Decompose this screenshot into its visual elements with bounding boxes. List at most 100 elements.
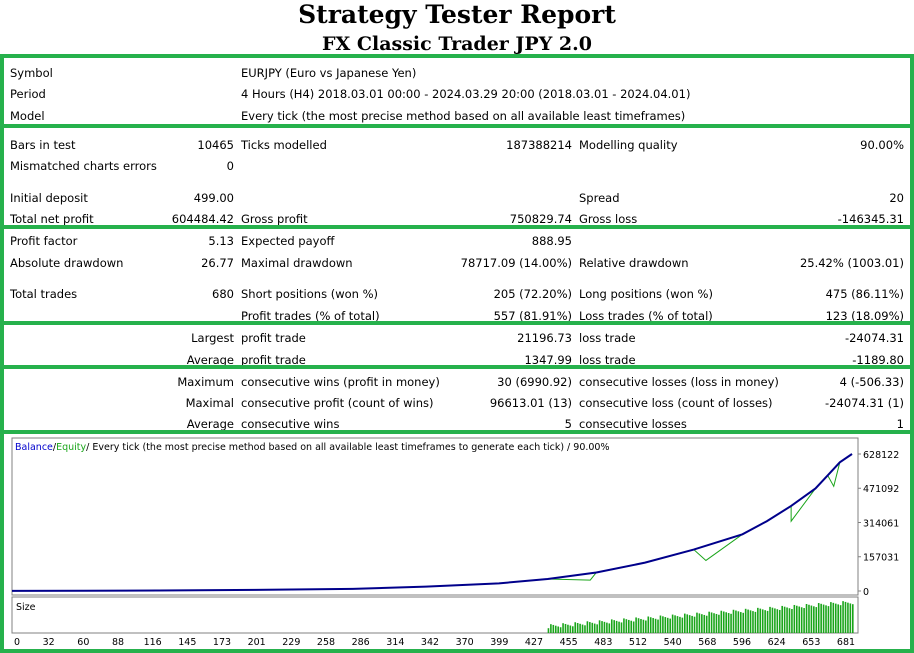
reldd-label: Relative drawdown — [579, 256, 689, 270]
balance-chart: Balance / Equity / Every tick (the most … — [4, 434, 910, 649]
size-bar — [769, 606, 771, 633]
trades-label: Total trades — [10, 287, 78, 301]
x-tick-label: 512 — [629, 637, 647, 648]
info-section: Symbol EURJPY (Euro vs Japanese Yen) Per… — [0, 54, 914, 128]
report-subtitle: FX Classic Trader JPY 2.0 — [322, 33, 592, 55]
size-bar — [788, 608, 791, 633]
series-lines — [11, 453, 853, 592]
average-loss-value: -1189.80 — [852, 353, 904, 367]
size-bar — [649, 617, 652, 633]
symbol-value: EURJPY (Euro vs Japanese Yen) — [241, 66, 417, 80]
size-bar — [817, 603, 820, 633]
size-bar — [640, 618, 642, 633]
largest-label: Largest — [191, 331, 234, 345]
cw-value: 30 (6990.92) — [497, 375, 572, 389]
average-profit-label: profit trade — [241, 353, 306, 367]
maxdd-label: Maximal drawdown — [241, 256, 353, 270]
spread-value: 20 — [889, 191, 904, 205]
report-title: Strategy Tester Report — [298, 0, 616, 29]
size-bar — [662, 616, 664, 633]
size-bar — [747, 609, 749, 633]
size-bar — [652, 618, 654, 633]
size-bar — [696, 612, 698, 633]
y-tick-label: 0 — [863, 587, 869, 598]
legend-separator: / — [53, 442, 57, 453]
size-bar — [744, 608, 747, 633]
model-value: Every tick (the most precise method base… — [241, 109, 686, 123]
ticks-value: 187388214 — [506, 138, 572, 152]
closs-label: consecutive loss (count of losses) — [579, 396, 773, 410]
size-bar — [793, 604, 796, 633]
size-bar — [591, 622, 594, 633]
size-bar — [798, 606, 801, 633]
y-axis: 628122 471092 314061 157031 0 — [858, 450, 899, 598]
ep-value: 888.95 — [531, 234, 572, 248]
size-bar — [783, 606, 786, 633]
size-bar — [722, 611, 725, 633]
size-bar — [666, 617, 669, 633]
y-tick-label: 157031 — [863, 553, 899, 564]
long-label: Long positions (won %) — [579, 287, 713, 301]
x-tick-label: 201 — [248, 637, 266, 648]
size-bar — [581, 624, 584, 633]
size-bar — [552, 624, 555, 633]
size-bar — [834, 603, 837, 633]
netprofit-value: 604484.42 — [171, 212, 234, 226]
average-label: Average — [186, 353, 234, 367]
size-bar — [718, 614, 720, 633]
x-tick-label: 681 — [837, 637, 855, 648]
size-bar — [657, 619, 659, 633]
size-bar — [574, 622, 577, 633]
size-bar — [584, 625, 586, 633]
grossloss-value: -146345.31 — [837, 212, 904, 226]
x-tick-label: 314 — [386, 637, 404, 648]
size-bar — [732, 609, 735, 633]
acl-value: 1 — [896, 417, 904, 431]
pf-value: 5.13 — [208, 234, 234, 248]
size-bar — [842, 601, 844, 633]
cl-value: 4 (-506.33) — [839, 375, 904, 389]
quality-label: Modelling quality — [579, 138, 678, 152]
x-tick-label: 60 — [77, 637, 89, 648]
short-label: Short positions (won %) — [241, 287, 379, 301]
size-bar — [708, 611, 710, 633]
maxdd-value: 78717.09 (14.00%) — [460, 256, 572, 270]
y-tick-label: 314061 — [863, 519, 899, 530]
size-bar — [740, 612, 742, 633]
size-bar — [844, 601, 847, 633]
size-bar — [837, 604, 839, 633]
size-bar — [830, 602, 832, 633]
x-tick-label: 653 — [802, 637, 820, 648]
size-bar — [720, 610, 723, 633]
netprofit-label: Total net profit — [10, 212, 94, 226]
size-bar — [822, 604, 825, 633]
x-tick-label: 568 — [698, 637, 716, 648]
pf-label: Profit factor — [10, 234, 78, 248]
size-bar — [579, 623, 581, 633]
size-bar — [737, 611, 740, 633]
x-tick-label: 0 — [14, 637, 20, 648]
size-bar — [698, 613, 701, 633]
losstr-label: Loss trades (% of total) — [579, 309, 713, 323]
size-bar — [847, 602, 849, 633]
report-header: Strategy Tester Report FX Classic Trader… — [0, 0, 914, 58]
size-bar — [635, 617, 637, 633]
y-tick-label: 471092 — [863, 484, 899, 495]
x-tick-label: 596 — [733, 637, 751, 648]
size-bar — [730, 613, 732, 633]
size-bar — [791, 609, 793, 633]
acw-label: consecutive wins — [241, 417, 340, 431]
size-bar — [701, 614, 703, 633]
size-bar — [725, 612, 727, 633]
closs-value: -24074.31 (1) — [825, 396, 904, 410]
size-bar — [742, 612, 745, 633]
size-bar — [564, 623, 567, 633]
deposit-value: 499.00 — [193, 191, 234, 205]
period-label: Period — [10, 87, 46, 101]
size-bar — [628, 619, 630, 633]
cp-value: 96613.01 (13) — [489, 396, 572, 410]
largest-profit-value: 21196.73 — [517, 331, 572, 345]
size-bar — [645, 620, 647, 633]
x-tick-label: 229 — [282, 637, 300, 648]
profittr-label: Profit trades (% of total) — [241, 309, 380, 323]
